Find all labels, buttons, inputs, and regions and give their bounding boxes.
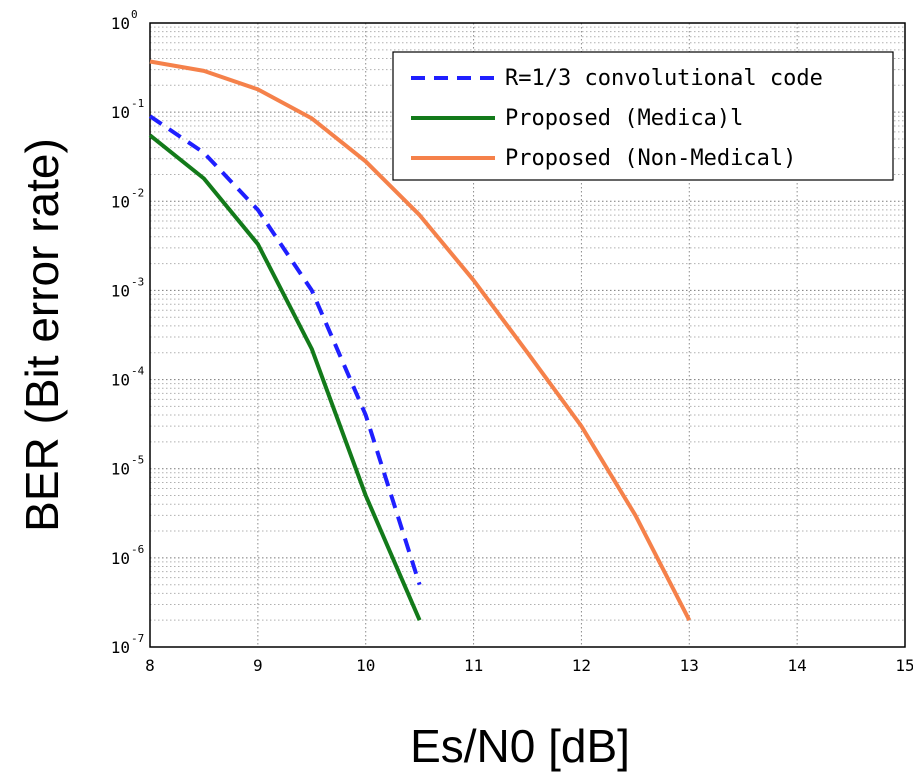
x-tick-label: 14: [788, 656, 807, 675]
y-tick-exponent: -7: [131, 632, 144, 645]
legend-label-1: R=1/3 convolutional code: [505, 66, 823, 91]
y-tick-exponent: -4: [131, 365, 145, 378]
series-line-2: [148, 133, 422, 621]
y-tick-exponent: -1: [131, 97, 144, 110]
legend-label-2: Proposed (Medica)l: [505, 106, 743, 131]
x-tick-label: 10: [356, 656, 375, 675]
y-tick-label: 10: [111, 281, 130, 300]
series-line-3: [149, 59, 692, 622]
y-tick-label: 10: [111, 192, 130, 211]
y-tick-label: 10: [111, 549, 130, 568]
y-tick-exponent: -6: [131, 543, 144, 556]
y-tick-label: 10: [111, 371, 130, 390]
y-tick-exponent: -3: [131, 275, 144, 288]
x-tick-labels: 8 9 10 11 12 13 14 15: [145, 656, 913, 675]
legend-label-3: Proposed (Non-Medical): [505, 146, 796, 171]
y-tick-label: 10: [111, 103, 130, 122]
series-line-1: [148, 114, 422, 586]
y-tick-label: 10: [111, 638, 130, 657]
y-tick-exponent: -5: [131, 454, 144, 467]
x-tick-label: 9: [253, 656, 263, 675]
y-axis-label: BER (Bit error rate): [16, 138, 68, 532]
x-axis-label: Es/N0 [dB]: [410, 720, 630, 772]
x-tick-label: 13: [680, 656, 699, 675]
x-tick-label: 11: [464, 656, 483, 675]
y-tick-label: 10: [111, 14, 130, 33]
x-tick-label: 12: [572, 656, 591, 675]
y-tick-exponent: -2: [131, 186, 144, 199]
y-tick-exponent: 0: [131, 8, 138, 21]
legend: R=1/3 convolutional code Proposed (Medica…: [392, 51, 894, 181]
x-tick-label: 8: [145, 656, 155, 675]
series-layer: [148, 59, 692, 622]
y-tick-label: 10: [111, 460, 130, 479]
plot-area: [149, 22, 906, 648]
x-tick-label: 15: [895, 656, 913, 675]
